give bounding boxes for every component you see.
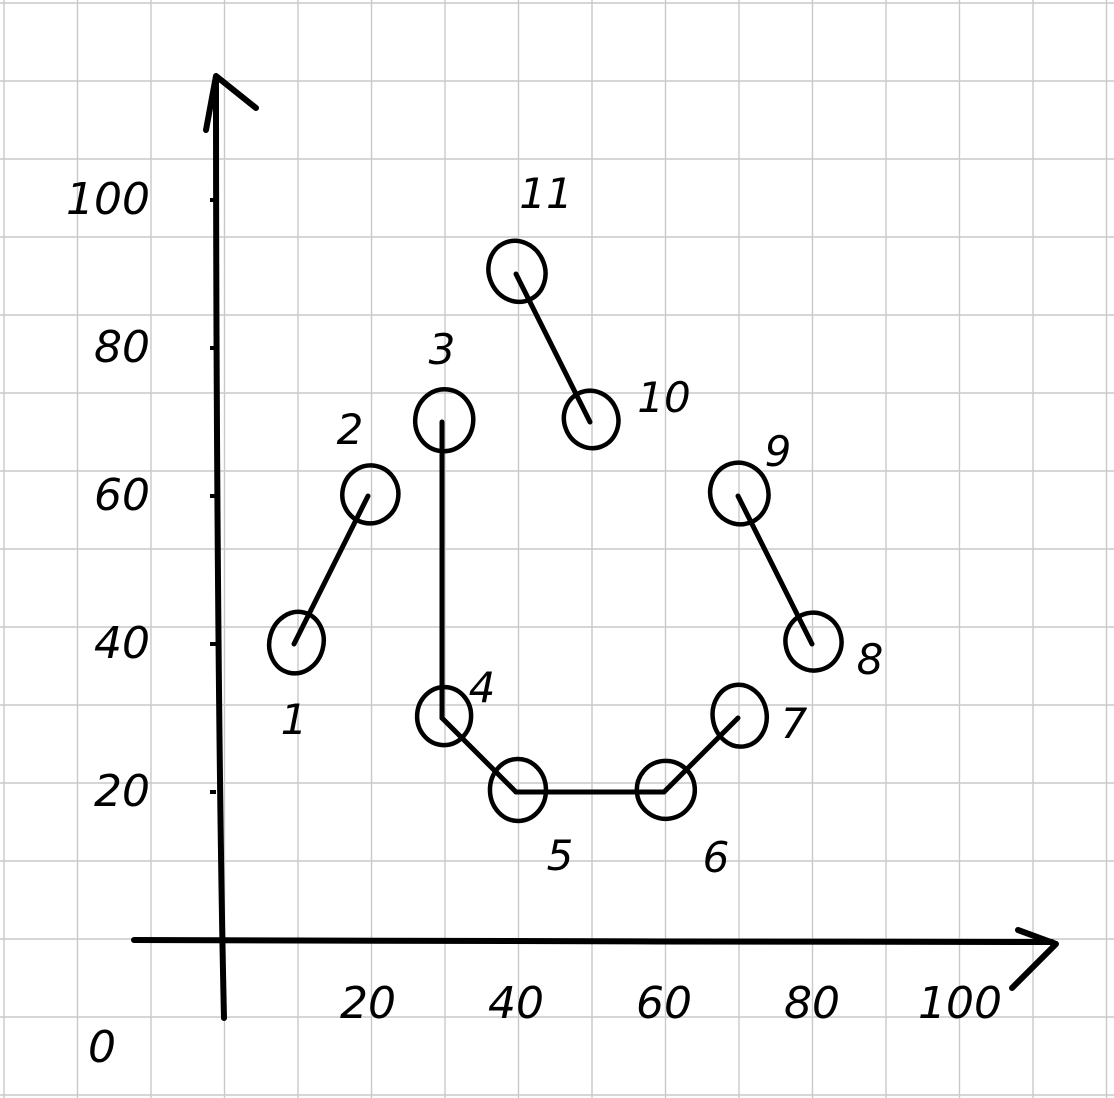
point-label-9: 9	[765, 427, 792, 476]
point-label-6: 6	[703, 833, 730, 882]
data-point-6	[634, 758, 698, 822]
segment-6-7	[661, 715, 741, 795]
data-point-7	[710, 682, 770, 749]
segment-8-9	[735, 493, 815, 647]
data-point-11	[486, 238, 548, 305]
point-label-4: 4	[469, 663, 496, 712]
point-label-11: 11	[519, 169, 572, 218]
axes	[131, 73, 1059, 1021]
segment-10-11	[513, 271, 593, 425]
y-tick-labels: 20 40 60 80 100	[66, 174, 216, 817]
x-tick-labels: 20 40 60 80 100	[340, 978, 1002, 1029]
point-label-8: 8	[857, 635, 884, 684]
point-label-1: 1	[281, 695, 308, 744]
data-point-9	[707, 460, 771, 527]
point-label-5: 5	[547, 831, 574, 880]
point-label-10: 10	[637, 373, 690, 422]
data-point-8	[783, 610, 844, 673]
point-label-3: 3	[429, 325, 456, 374]
y-tick-label: 40	[94, 618, 150, 669]
y-tick-label: 100	[66, 174, 150, 225]
data-point-4	[414, 684, 474, 748]
x-axis-arrowhead	[1009, 927, 1059, 991]
point-label-7: 7	[781, 699, 808, 748]
y-tick-label: 80	[94, 322, 150, 373]
x-tick-label: 40	[488, 978, 544, 1029]
segment-4-5	[439, 715, 519, 795]
x-tick-label: 100	[918, 978, 1002, 1029]
x-tick-label: 60	[636, 978, 692, 1029]
y-axis	[213, 75, 227, 1021]
data-point-5	[487, 756, 549, 824]
y-axis-arrowhead	[203, 73, 259, 133]
data-point-3	[412, 387, 476, 454]
point-labels: 1 2 3 4 5 6 78 9 10 11	[281, 169, 884, 882]
x-tick-label: 20	[340, 978, 396, 1029]
y-tick-label: 20	[94, 766, 150, 817]
data-points	[266, 238, 844, 824]
origin-label: 0	[88, 1022, 116, 1073]
x-tick-label: 80	[784, 978, 840, 1029]
data-point-10	[561, 388, 621, 451]
data-point-1	[266, 609, 326, 676]
x-axis	[131, 936, 1055, 946]
point-label-2: 2	[337, 405, 364, 454]
y-tick-label: 60	[94, 470, 150, 521]
data-point-2	[340, 463, 401, 526]
